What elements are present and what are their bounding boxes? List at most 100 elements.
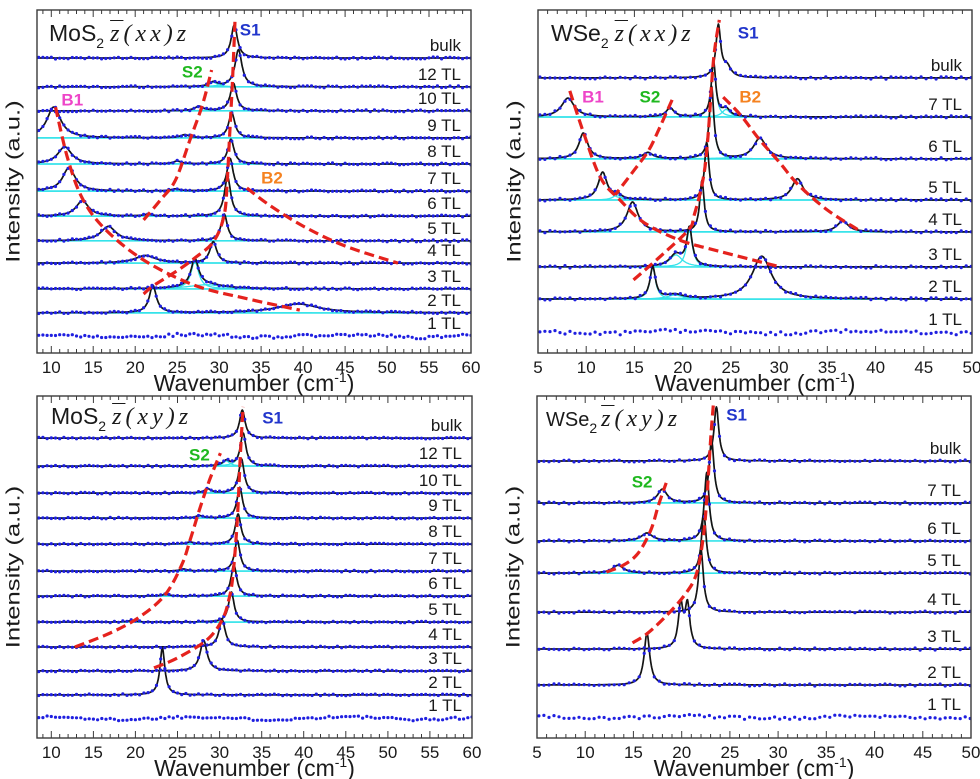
data-point xyxy=(326,334,330,338)
data-point xyxy=(462,645,466,649)
data-point xyxy=(428,491,432,495)
data-point xyxy=(824,115,828,120)
data-point xyxy=(121,56,125,61)
data-point xyxy=(364,239,368,243)
data-point xyxy=(382,541,386,545)
data-point xyxy=(150,620,154,625)
data-point xyxy=(578,331,582,335)
data-point xyxy=(538,75,542,79)
data-point xyxy=(58,437,62,441)
data-point xyxy=(632,647,636,652)
data-point xyxy=(663,260,667,265)
data-point xyxy=(809,295,813,299)
data-point xyxy=(327,645,331,650)
data-point xyxy=(919,115,923,119)
data-point xyxy=(432,620,436,624)
data-point xyxy=(289,569,293,573)
data-point xyxy=(623,76,627,80)
data-point xyxy=(428,620,432,625)
data-point xyxy=(453,436,457,440)
data-point xyxy=(607,540,611,544)
data-point xyxy=(703,262,708,266)
data-point xyxy=(234,643,238,647)
data-point xyxy=(466,492,470,496)
data-point xyxy=(327,594,331,598)
data-point xyxy=(769,150,773,155)
data-point xyxy=(70,109,74,114)
data-point xyxy=(403,717,407,721)
data-point xyxy=(829,329,833,333)
data-point xyxy=(393,85,397,89)
data-point xyxy=(53,646,58,650)
data-point xyxy=(863,571,867,575)
data-point xyxy=(129,258,133,262)
data-point xyxy=(340,693,344,697)
data-point xyxy=(293,645,297,649)
data-point xyxy=(617,609,621,613)
data-point xyxy=(613,330,617,334)
data-point xyxy=(361,490,365,495)
data-point xyxy=(226,100,230,104)
data-point xyxy=(221,310,225,314)
data-point xyxy=(963,458,967,462)
data-point xyxy=(125,465,129,469)
data-point xyxy=(209,692,213,696)
data-point xyxy=(964,157,968,161)
data-point xyxy=(754,198,758,202)
data-point xyxy=(41,716,45,720)
data-point xyxy=(79,516,83,520)
data-point xyxy=(125,644,129,648)
data-point xyxy=(288,238,293,242)
data-point xyxy=(789,266,793,270)
data-point xyxy=(91,620,95,624)
data-point xyxy=(79,287,83,291)
data-point xyxy=(547,571,551,576)
data-point xyxy=(314,670,318,674)
data-point xyxy=(908,502,912,506)
data-point xyxy=(722,647,727,651)
data-point xyxy=(377,55,381,59)
data-point xyxy=(100,465,104,469)
data-point xyxy=(150,645,154,650)
data-point xyxy=(702,683,707,688)
data-point xyxy=(403,693,407,697)
data-point xyxy=(281,464,285,468)
data-point xyxy=(552,539,556,543)
data-point xyxy=(62,333,66,337)
data-point xyxy=(717,434,722,438)
data-point xyxy=(748,715,752,719)
data-point xyxy=(448,334,452,338)
data-point xyxy=(83,311,87,315)
data-point xyxy=(889,75,893,79)
data-point xyxy=(281,718,285,722)
data-point xyxy=(369,692,373,697)
data-point xyxy=(423,84,427,89)
data-point xyxy=(74,465,79,469)
data-point xyxy=(373,435,377,440)
data-point xyxy=(939,230,943,234)
data-point xyxy=(116,233,120,237)
data-point xyxy=(386,463,390,467)
data-point xyxy=(133,162,137,166)
data-point xyxy=(953,460,957,464)
data-point xyxy=(377,190,381,194)
data-point xyxy=(318,287,322,291)
data-point xyxy=(167,238,171,242)
data-point xyxy=(276,136,280,140)
data-point xyxy=(613,226,617,230)
data-point xyxy=(543,231,547,235)
data-point xyxy=(573,264,577,268)
data-point xyxy=(898,502,902,506)
data-point xyxy=(390,594,394,598)
x-axis-label-text: Wavenumber (cm xyxy=(154,755,335,779)
data-point xyxy=(217,334,221,338)
data-point xyxy=(340,542,344,547)
data-point xyxy=(242,260,246,264)
data-point xyxy=(773,459,777,463)
data-point xyxy=(100,594,104,598)
data-point xyxy=(234,716,238,721)
trace-label: 3 TL xyxy=(427,267,461,286)
data-point xyxy=(289,694,293,698)
data-point xyxy=(297,645,302,649)
data-point xyxy=(592,500,596,505)
